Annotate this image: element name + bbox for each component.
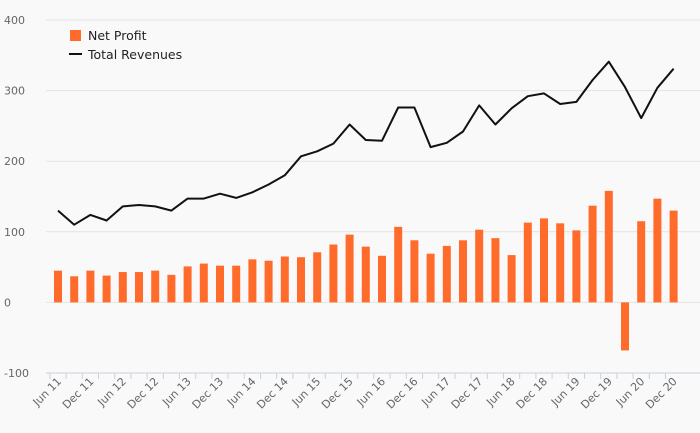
x-tick-label: Jun 11 (30, 375, 64, 409)
legend-label-net-profit: Net Profit (88, 28, 147, 43)
net-profit-bar (151, 270, 160, 303)
x-tick-label: Dec 14 (254, 375, 291, 412)
x-tick-label: Jun 14 (224, 375, 258, 409)
grid-lines (46, 19, 700, 303)
x-tick-label: Jun 20 (613, 375, 647, 409)
net-profit-bar (637, 221, 646, 303)
net-profit-bar (491, 238, 500, 303)
y-tick-label: 0 (4, 296, 11, 309)
x-tick-label: Dec 12 (125, 375, 162, 412)
y-tick-label: -100 (4, 367, 29, 380)
net-profit-bars (54, 190, 678, 351)
net-profit-bar (54, 270, 62, 303)
x-tick-label: Dec 18 (514, 375, 551, 412)
y-tick-label: 200 (4, 155, 25, 168)
net-profit-bar (621, 302, 629, 351)
x-tick-label: Jun 19 (548, 375, 582, 409)
x-tick-label: Dec 13 (190, 375, 227, 412)
y-tick-label: 100 (4, 226, 25, 239)
net-profit-bar (426, 253, 435, 303)
net-profit-bar (361, 246, 370, 303)
net-profit-bar (572, 230, 581, 303)
x-tick-label: Jun 12 (94, 375, 128, 409)
net-profit-bar (410, 240, 419, 303)
x-tick-label: Dec 15 (319, 375, 356, 412)
x-tick-label: Dec 19 (578, 375, 615, 412)
legend: Net Profit Total Revenues (69, 28, 182, 62)
y-tick-label: 300 (4, 85, 25, 98)
net-profit-bar (118, 272, 127, 303)
total-revenues-line (57, 60, 675, 226)
net-profit-bar (329, 244, 338, 303)
net-profit-bar (378, 255, 386, 303)
net-profit-bar (442, 245, 451, 303)
net-profit-bar (102, 275, 111, 303)
y-tick-label: 400 (4, 14, 25, 27)
net-profit-bar (588, 205, 597, 303)
y-axis: -100 0 100 200 300 400 (4, 14, 29, 380)
net-profit-bar (313, 252, 322, 303)
net-profit-bar (459, 240, 467, 303)
net-profit-bar (540, 218, 548, 303)
net-profit-bar (297, 257, 305, 303)
x-tick-label: Dec 17 (449, 375, 486, 412)
net-profit-bar (86, 270, 95, 303)
legend-swatch-net-profit (70, 30, 81, 41)
net-profit-bar (167, 274, 176, 303)
x-tick-label: Jun 17 (418, 375, 452, 409)
x-tick-label: Jun 16 (354, 375, 388, 409)
x-tick-label: Jun 13 (159, 375, 193, 409)
net-profit-bar (280, 256, 289, 303)
net-profit-bar (604, 190, 613, 303)
x-tick-label: Dec 16 (384, 375, 421, 412)
net-profit-bar (345, 234, 354, 303)
net-profit-bar (507, 255, 516, 303)
net-profit-bar (264, 260, 273, 303)
net-profit-bar (523, 222, 532, 303)
net-profit-bar (216, 265, 224, 303)
x-tick-label: Dec 11 (60, 375, 97, 412)
net-profit-bar (556, 223, 565, 303)
net-profit-bar (475, 229, 484, 303)
legend-label-total-revenues: Total Revenues (87, 47, 182, 62)
net-profit-bar (248, 259, 257, 303)
x-tick-label: Dec 20 (643, 375, 680, 412)
x-tick-label: Jun 18 (483, 375, 517, 409)
net-profit-bar (394, 226, 403, 303)
net-profit-bar (669, 210, 678, 303)
x-tick-label: Jun 15 (289, 375, 323, 409)
net-profit-bar (135, 272, 143, 303)
net-profit-bar (70, 276, 79, 303)
net-profit-bar (653, 198, 662, 303)
net-profit-bar (199, 263, 208, 303)
net-profit-bar (232, 265, 241, 303)
net-profit-bar (183, 266, 192, 303)
